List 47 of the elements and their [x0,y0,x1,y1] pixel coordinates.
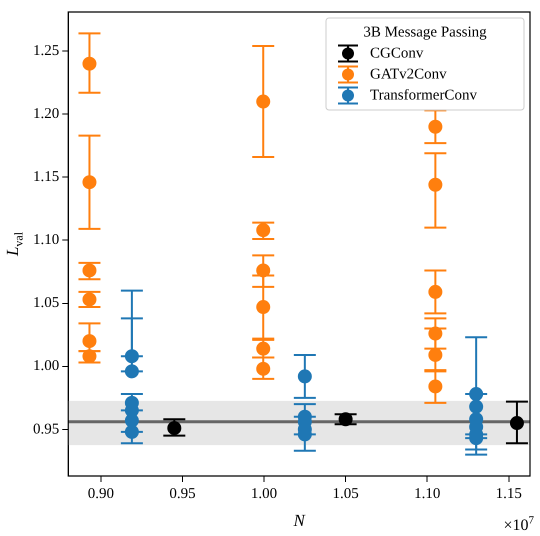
y-tick-label: 1.10 [33,232,60,248]
point [428,120,442,134]
point [510,416,524,430]
point [82,292,96,306]
point [298,369,312,384]
point [124,414,139,428]
point [256,362,270,376]
y-tick-label: 1.20 [33,106,60,122]
y-tick-label: 1.05 [33,295,60,312]
point [82,349,96,364]
y-tick-label: 0.95 [33,421,60,438]
point [428,284,442,299]
point [256,263,270,278]
point [124,424,139,439]
point [256,342,270,356]
legend-label: TransformerConv [370,87,478,104]
point [124,364,139,378]
point [82,56,96,71]
point [256,223,270,238]
point [82,175,96,190]
y-tick-label: 1.00 [33,358,60,374]
x-tick-label: 0.95 [169,486,196,502]
y-axis-title: Lval [3,231,26,258]
x-tick-label: 1.05 [332,486,359,502]
point [124,349,139,364]
x-tick-label: 0.90 [88,486,114,502]
point [428,178,442,192]
y-tick-label: 1.15 [33,169,60,186]
x-tick-label: 1.15 [496,486,522,502]
point [256,94,270,109]
point [469,400,484,414]
legend-title: 3B Message Passing [363,24,488,40]
point [82,334,96,348]
y-tick-label: 1.25 [33,43,60,60]
point [428,379,442,394]
legend-label: GATv2Conv [370,66,448,82]
point [469,387,484,402]
point [428,326,442,341]
point [338,412,353,426]
point [256,300,270,314]
point [82,263,96,278]
legend-label: CGConv [370,45,424,62]
x-tick-label: 1.00 [250,486,278,502]
x-axis-title: N [292,511,306,530]
x-tick-label: 1.10 [414,486,440,502]
point [428,348,442,362]
point [167,421,182,436]
